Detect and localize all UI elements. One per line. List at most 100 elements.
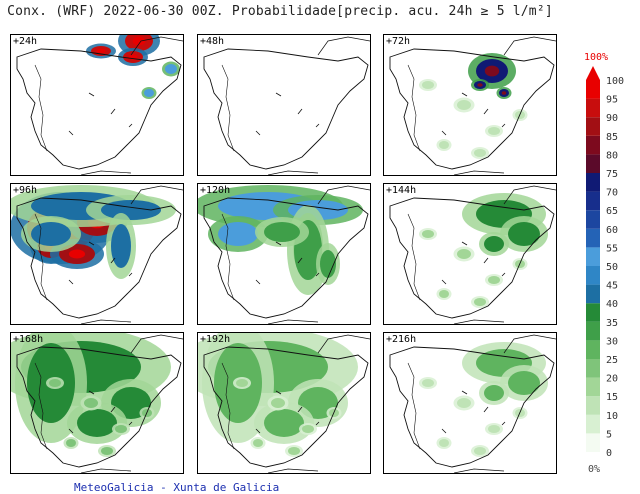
colorbar-segment: [586, 396, 600, 415]
colorbar-segment: [586, 98, 600, 118]
precip-area: [457, 398, 471, 408]
precip-area: [457, 249, 471, 259]
colorbar-segment: [586, 247, 600, 266]
precip-area: [474, 149, 486, 157]
portugal-border: [407, 213, 421, 301]
precip-area: [264, 222, 300, 242]
colorbar-segment: [586, 359, 600, 378]
coastline: [389, 346, 555, 468]
map-canvas: [16, 35, 183, 175]
forecast-hour-label: +120h: [200, 185, 231, 196]
precip-area: [288, 447, 300, 455]
precip-area: [474, 447, 486, 455]
precip-core: [68, 249, 86, 259]
city-marker: [275, 390, 282, 395]
precip-area: [84, 398, 98, 408]
map-canvas: [11, 333, 183, 473]
coastline: [389, 48, 555, 170]
colorbar-segment: [586, 173, 600, 192]
precip-core: [484, 65, 500, 77]
precip-area: [457, 100, 471, 110]
france-coast: [130, 185, 183, 205]
forecast-hour-label: +24h: [13, 36, 38, 47]
coastline: [389, 197, 555, 319]
portugal-border: [34, 362, 48, 450]
city-marker: [441, 130, 447, 136]
precip-area: [115, 425, 127, 433]
colorbar-segment: [586, 266, 600, 285]
precip-area: [111, 224, 131, 268]
forecast-panel: +120h: [197, 183, 371, 325]
city-marker: [68, 279, 74, 285]
france-coast: [503, 334, 556, 354]
city-marker: [315, 421, 320, 426]
colorbar-tick-label: 40: [606, 299, 618, 310]
city-marker: [275, 92, 282, 97]
colorbar-tick-label: 75: [606, 169, 618, 180]
portugal-border: [407, 64, 421, 152]
city-marker: [297, 406, 303, 413]
city-marker: [275, 241, 282, 246]
colorbar-tick-label: 20: [606, 374, 618, 385]
africa-coast: [267, 170, 319, 175]
forecast-hour-label: +48h: [200, 36, 225, 47]
france-coast: [317, 185, 370, 205]
precip-area: [320, 250, 336, 278]
city-marker: [128, 421, 133, 426]
precip-area: [484, 236, 504, 252]
city-marker: [128, 272, 133, 277]
forecast-panel: +144h: [383, 183, 557, 325]
forecast-hour-label: +96h: [13, 185, 38, 196]
city-marker: [441, 279, 447, 285]
colorbar-tick-label: 80: [606, 150, 618, 161]
precip-area: [488, 276, 500, 284]
africa-coast: [267, 468, 319, 473]
city-marker: [501, 421, 506, 426]
precip-area: [439, 439, 449, 447]
colorbar-segment: [586, 80, 600, 99]
colorbar-segment: [586, 377, 600, 397]
colorbar-arrow: [586, 66, 600, 80]
city-marker: [110, 108, 116, 115]
coastline: [203, 197, 369, 319]
precip-core: [477, 83, 483, 87]
colorbar-tick-label: 95: [606, 95, 618, 106]
forecast-hour-label: +72h: [386, 36, 411, 47]
city-marker: [68, 130, 74, 136]
africa-coast: [453, 319, 505, 324]
africa-coast: [80, 170, 132, 175]
africa-coast: [453, 468, 505, 473]
map-canvas: [389, 36, 556, 175]
colorbar-tick-label: 50: [606, 262, 618, 273]
city-marker: [297, 257, 303, 264]
forecast-panel: +72h: [383, 34, 557, 176]
forecast-hour-label: +168h: [13, 334, 44, 345]
city-marker: [68, 428, 74, 434]
city-marker: [110, 257, 116, 264]
precip-area: [422, 379, 434, 387]
precip-area: [422, 81, 434, 89]
coastline: [203, 346, 369, 468]
city-marker: [501, 272, 506, 277]
precip-area: [439, 290, 449, 298]
portugal-border: [34, 64, 48, 152]
forecast-panel: +192h: [197, 332, 371, 474]
colorbar-segment: [586, 321, 600, 341]
city-marker: [255, 428, 261, 434]
coastline: [16, 48, 182, 170]
city-marker: [315, 272, 320, 277]
africa-coast: [267, 319, 319, 324]
precip-area: [49, 379, 61, 387]
map-canvas: [198, 333, 370, 473]
colorbar-tick-label: 100: [606, 76, 624, 87]
precip-area: [253, 439, 263, 447]
colorbar-tick-label: 15: [606, 392, 618, 403]
colorbar-segment: [586, 228, 600, 248]
africa-coast: [453, 170, 505, 175]
portugal-border: [221, 362, 235, 450]
map-canvas: [389, 185, 556, 324]
france-coast: [503, 36, 556, 56]
city-marker: [255, 279, 261, 285]
precip-area: [66, 439, 76, 447]
forecast-panel: +168h: [10, 332, 184, 474]
